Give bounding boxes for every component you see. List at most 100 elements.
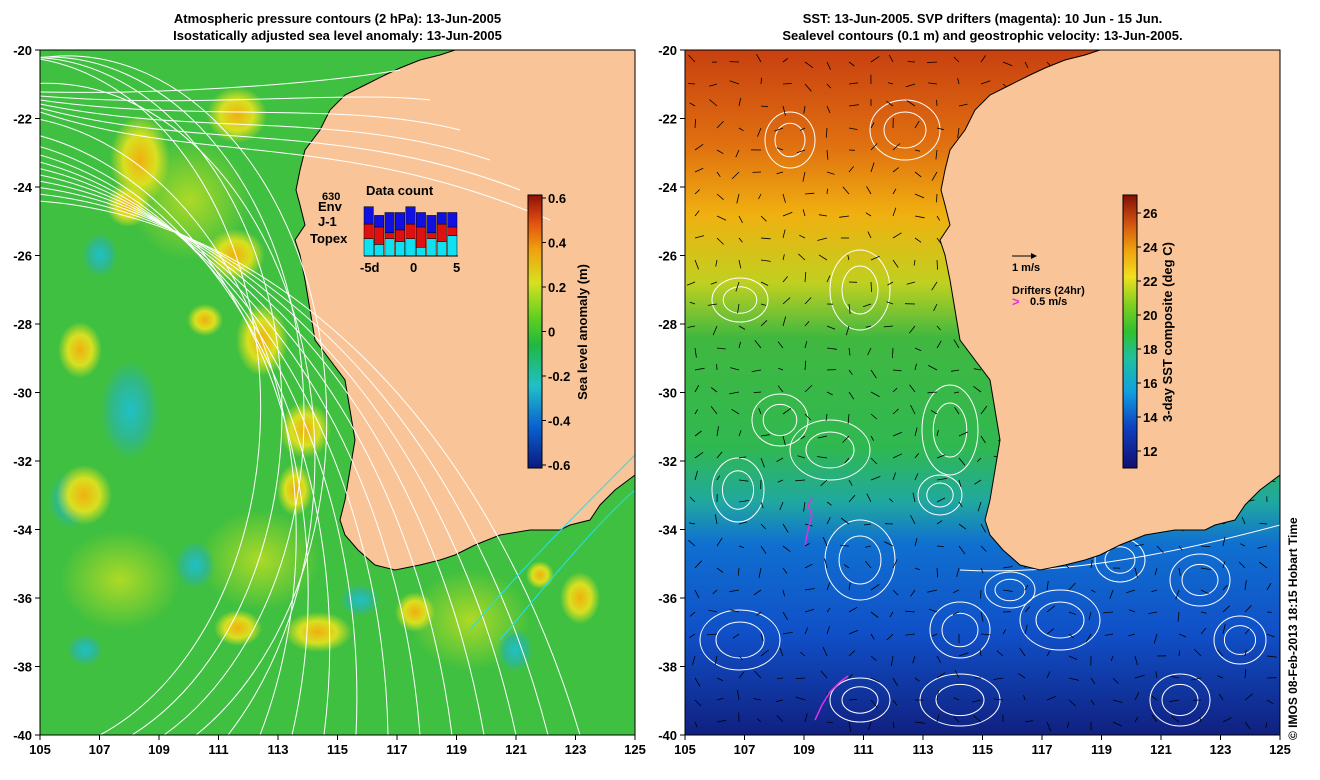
velocity-arrow: [886, 633, 894, 641]
velocity-arrow: [694, 560, 703, 569]
velocity-arrow: [848, 606, 858, 613]
velocity-arrow: [914, 171, 922, 178]
velocity-arrow: [795, 696, 806, 701]
data-count-tick-zero: 0: [410, 260, 417, 275]
velocity-arrow: [842, 435, 850, 443]
right-lat-tick-label: -28: [658, 317, 677, 332]
velocity-arrow: [1156, 545, 1164, 554]
velocity-arrow: [980, 611, 984, 622]
velocity-arrow: [888, 498, 894, 503]
left-lat-tick-label: -36: [13, 591, 32, 606]
velocity-arrow: [804, 627, 809, 635]
data-count-bar-env: [426, 215, 437, 234]
sla-anomaly-patches: [48, 87, 600, 672]
velocity-arrow: [782, 589, 785, 597]
velocity-arrow: [1241, 516, 1246, 525]
velocity-arrow: [729, 609, 740, 613]
velocity-arrow: [730, 367, 740, 371]
isobar-contour: [40, 187, 517, 735]
isobar-contour: [40, 174, 453, 735]
left-lat-tick-label: -28: [13, 317, 32, 332]
velocity-arrow: [689, 102, 696, 107]
velocity-arrow: [1170, 676, 1180, 679]
isobar-contour: [40, 58, 262, 735]
velocity-arrow: [804, 384, 813, 393]
velocity-arrow: [826, 607, 831, 613]
left-title-line2: Isostatically adjusted sea level anomaly…: [173, 28, 502, 43]
velocity-arrow: [892, 677, 898, 687]
velocity-arrow: [800, 435, 806, 440]
velocity-arrow: [737, 690, 740, 701]
velocity-arrow: [737, 303, 740, 314]
velocity-arrow: [848, 369, 853, 375]
velocity-arrow: [892, 259, 899, 268]
colorbar-tick-label: 26: [1143, 206, 1157, 221]
velocity-arrow: [738, 325, 746, 330]
velocity-arrow: [848, 303, 851, 314]
isobar-contour: [40, 146, 331, 735]
velocity-arrow: [760, 434, 770, 437]
velocity-arrow: [1244, 669, 1247, 679]
velocity-arrow: [847, 413, 850, 424]
velocity-arrow: [888, 54, 894, 63]
left-lon-tick-label: 125: [624, 742, 646, 757]
velocity-arrow: [708, 609, 718, 613]
velocity-arrow: [907, 61, 916, 63]
velocity-arrow: [912, 492, 916, 503]
velocity-arrow: [694, 347, 697, 358]
right-lon-tick-label: 113: [913, 742, 934, 757]
velocity-arrow: [710, 281, 718, 285]
velocity-arrow: [928, 608, 938, 613]
velocity-arrow: [952, 611, 960, 616]
velocity-arrow: [906, 100, 916, 107]
velocity-arrow: [716, 475, 721, 481]
data-count-bar-topex: [447, 235, 458, 257]
velocity-arrow: [953, 697, 960, 701]
left-title-line1: Atmospheric pressure contours (2 hPa): 1…: [173, 11, 502, 26]
velocity-arrow: [1191, 677, 1202, 681]
velocity-arrow: [782, 545, 791, 552]
velocity-arrow: [887, 82, 894, 85]
left-lat-tick-label: -38: [13, 660, 32, 675]
velocity-arrow: [936, 127, 944, 131]
velocity-arrow: [818, 214, 828, 217]
isobar-contour: [40, 95, 431, 102]
velocity-arrow: [973, 385, 982, 393]
velocity-arrow: [892, 472, 896, 481]
velocity-arrow: [930, 409, 938, 415]
sla-high-patch: [187, 304, 223, 336]
velocity-arrow: [958, 501, 963, 508]
velocity-arrow: [1222, 605, 1230, 613]
left-lon-tick-label: 107: [89, 742, 111, 757]
right-lat-tick-label: -22: [658, 112, 677, 127]
velocity-arrow: [1244, 580, 1247, 591]
data-count-bar-env: [436, 212, 447, 225]
sla-low-patch: [67, 634, 103, 666]
eddy-contour: [917, 474, 963, 516]
coastal-contour: [959, 524, 1280, 572]
velocity-arrow: [737, 567, 740, 576]
velocity-arrow: [910, 515, 916, 525]
velocity-arrow: [731, 171, 740, 180]
velocity-arrow: [866, 493, 872, 503]
velocity-arrow: [957, 127, 960, 138]
left-lat-tick-label: -22: [13, 112, 32, 127]
velocity-arrow: [958, 103, 968, 107]
velocity-arrow: [892, 347, 894, 359]
velocity-arrow: [1244, 605, 1252, 613]
credit-text: © IMOS 08-Feb-2013 18:15 Hobart Time: [1286, 517, 1300, 740]
velocity-arrow: [844, 457, 850, 464]
velocity-arrow: [1126, 589, 1136, 594]
velocity-arrow: [782, 105, 786, 116]
left-lat-tick-label: -32: [13, 454, 32, 469]
velocity-arrow: [826, 517, 831, 525]
velocity-arrow: [688, 539, 696, 547]
velocity-arrow: [958, 479, 962, 488]
data-count-bar-env: [415, 212, 426, 228]
eddy-contour-inner: [1181, 563, 1219, 597]
right-lat-tick-label: -40: [658, 728, 677, 743]
velocity-arrow: [936, 478, 947, 481]
velocity-arrow: [913, 259, 916, 266]
velocity-arrow: [914, 347, 922, 352]
velocity-arrow: [804, 192, 815, 195]
